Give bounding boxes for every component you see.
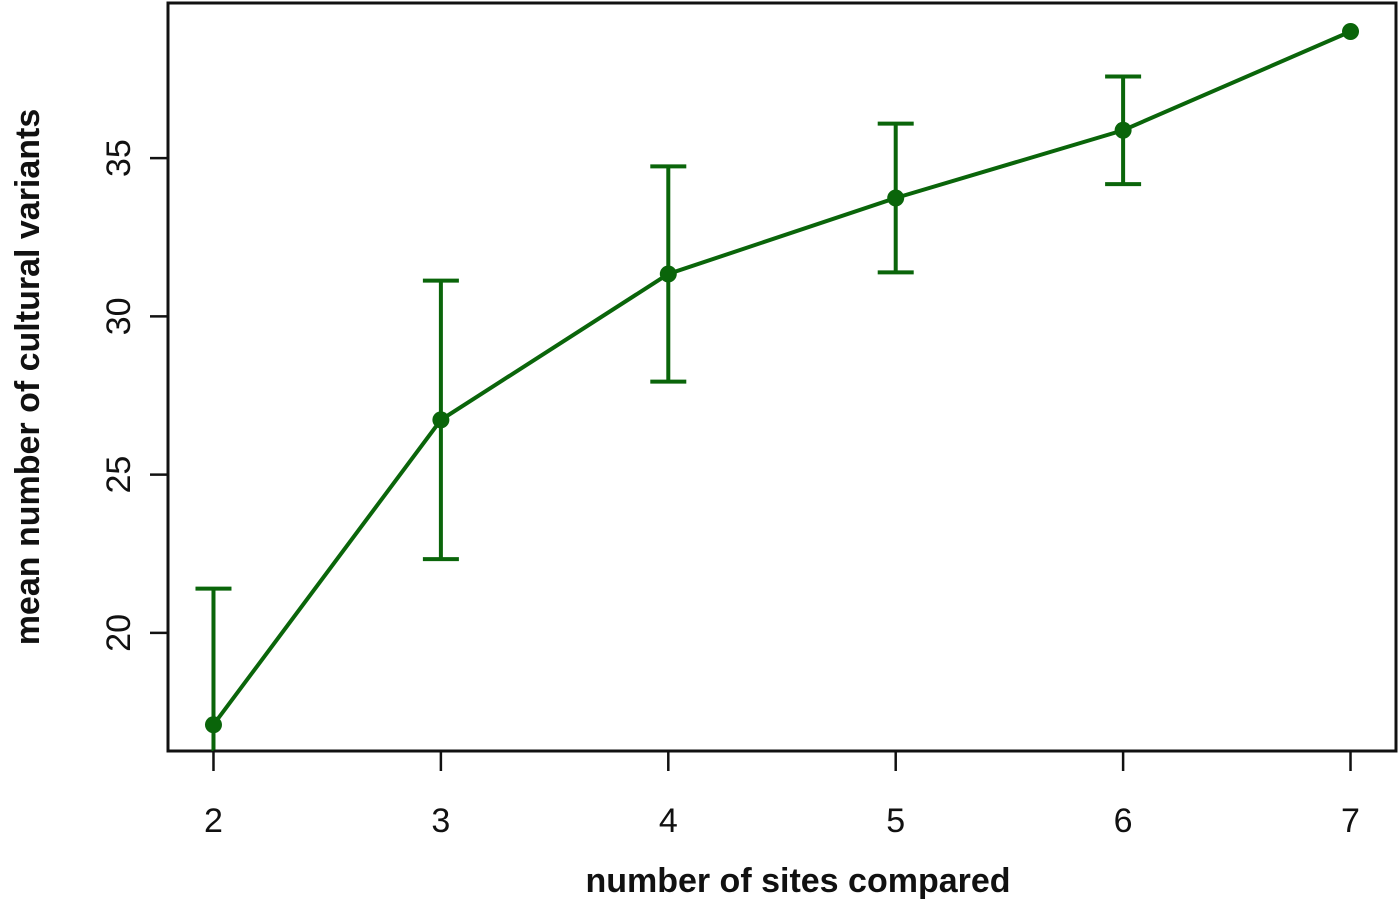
data-line <box>211 29 1352 726</box>
x-tick-label: 4 <box>659 802 678 840</box>
data-point <box>887 189 905 207</box>
y-tick-label: 30 <box>100 297 138 335</box>
y-tick-label: 35 <box>100 139 138 177</box>
y-tick-label: 20 <box>100 614 138 652</box>
plot-area <box>195 22 1360 751</box>
data-point <box>1114 121 1132 139</box>
x-tick-label: 3 <box>431 802 450 840</box>
x-tick-label: 6 <box>1114 802 1133 840</box>
y-tick-label: 25 <box>100 456 138 494</box>
data-point <box>432 411 450 429</box>
y-axis-label: mean number of cultural variants <box>9 109 47 646</box>
data-point <box>204 716 222 734</box>
x-tick-label: 5 <box>886 802 905 840</box>
plot-box <box>166 1 1398 753</box>
x-axis-label: number of sites compared <box>585 862 1010 900</box>
x-tick-label: 2 <box>204 802 223 840</box>
data-point <box>659 265 677 283</box>
data-point <box>1342 22 1360 40</box>
x-tick-label: 7 <box>1341 802 1360 840</box>
